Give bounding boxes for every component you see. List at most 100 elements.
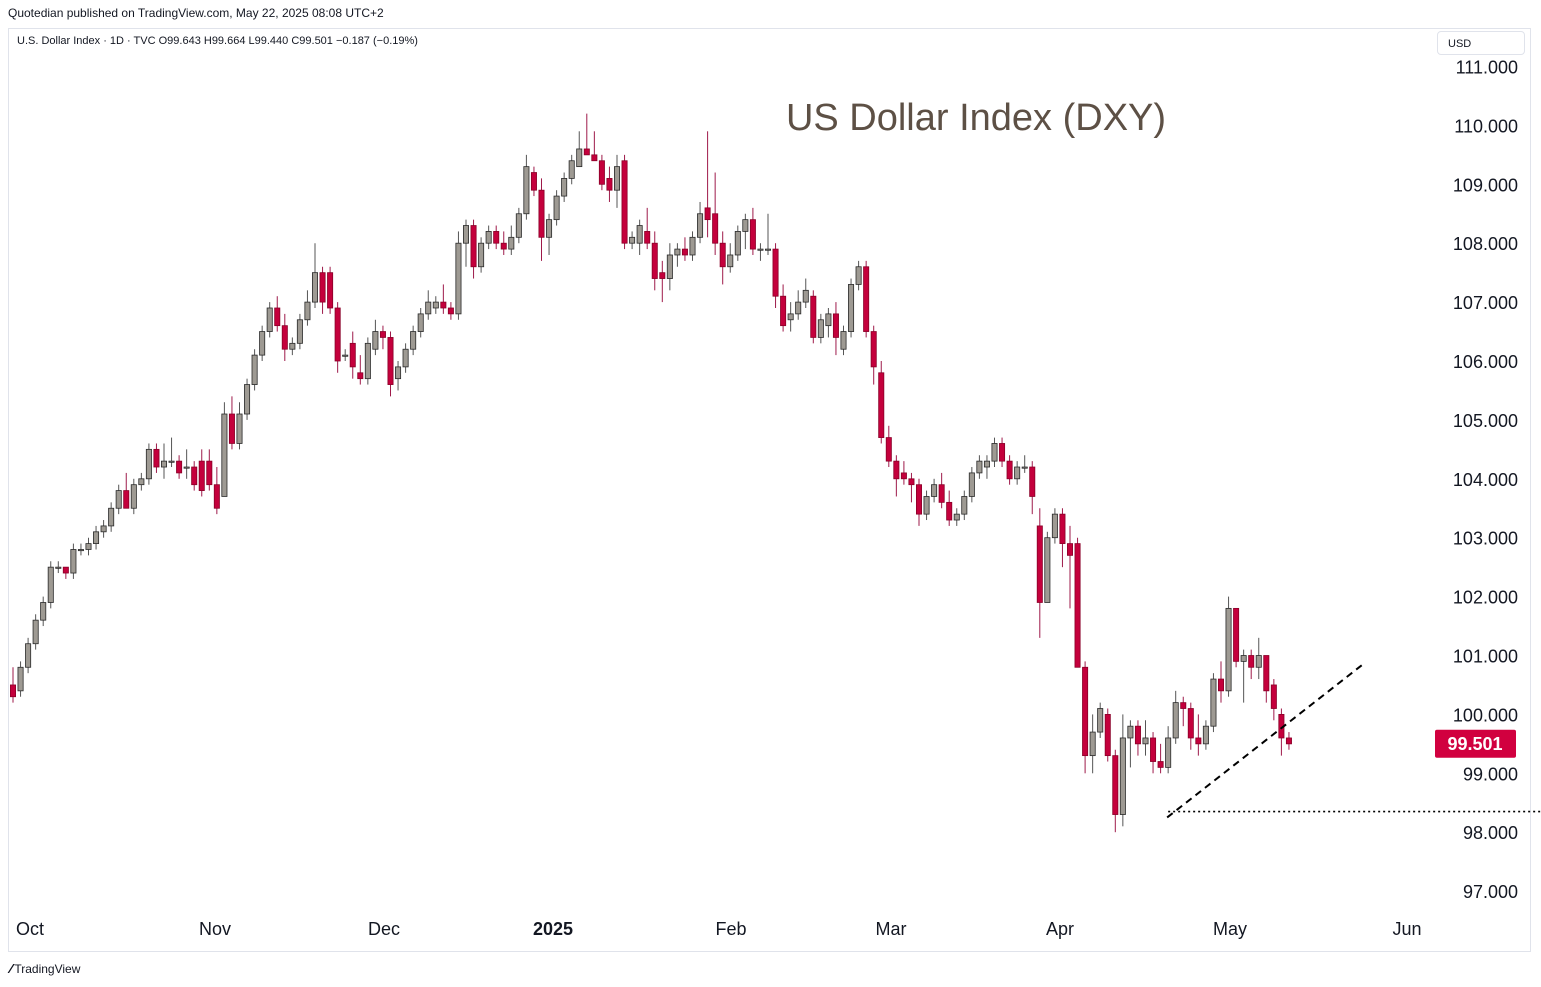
candle[interactable]: [447, 302, 454, 320]
candle[interactable]: [1074, 537, 1081, 668]
candle[interactable]: [1134, 720, 1141, 756]
candle[interactable]: [1165, 726, 1172, 774]
candle[interactable]: [221, 402, 228, 497]
candle[interactable]: [1225, 596, 1232, 697]
candle[interactable]: [727, 243, 734, 273]
candle[interactable]: [1255, 637, 1262, 680]
currency-button[interactable]: USD: [1437, 31, 1525, 55]
candle[interactable]: [946, 490, 953, 526]
candle[interactable]: [583, 113, 590, 156]
candle[interactable]: [893, 455, 900, 497]
trendline-dashed[interactable]: [1166, 663, 1364, 819]
candle[interactable]: [274, 296, 281, 332]
candle[interactable]: [712, 172, 719, 255]
candle[interactable]: [379, 325, 386, 350]
candle[interactable]: [636, 219, 643, 255]
candle[interactable]: [1029, 461, 1036, 515]
candle[interactable]: [296, 313, 303, 350]
candle[interactable]: [840, 325, 847, 356]
candle[interactable]: [931, 478, 938, 503]
candle[interactable]: [568, 154, 575, 185]
candle[interactable]: [916, 478, 923, 526]
candle[interactable]: [1150, 732, 1157, 774]
candle[interactable]: [553, 190, 560, 226]
candle[interactable]: [108, 502, 115, 532]
candle[interactable]: [742, 213, 749, 250]
candle[interactable]: [1195, 714, 1202, 756]
candle[interactable]: [281, 313, 288, 361]
candle[interactable]: [614, 154, 621, 208]
candle[interactable]: [77, 543, 84, 556]
candle[interactable]: [327, 266, 334, 314]
candle[interactable]: [334, 302, 341, 373]
candle[interactable]: [644, 207, 651, 250]
candle[interactable]: [1278, 708, 1285, 756]
candle[interactable]: [176, 455, 183, 479]
candle[interactable]: [183, 449, 190, 479]
symbol-ohlc-legend[interactable]: U.S. Dollar Index · 1D · TVC O99.643 H99…: [17, 35, 418, 47]
candle[interactable]: [47, 561, 54, 609]
candle[interactable]: [311, 243, 318, 308]
candle[interactable]: [908, 472, 915, 503]
candle[interactable]: [810, 290, 817, 344]
candle[interactable]: [1006, 455, 1013, 485]
candle[interactable]: [561, 172, 568, 202]
candle[interactable]: [923, 490, 930, 521]
candle[interactable]: [93, 525, 100, 550]
candle[interactable]: [244, 378, 251, 420]
candle[interactable]: [123, 472, 130, 509]
candle[interactable]: [357, 355, 364, 385]
candle[interactable]: [130, 478, 137, 515]
candle[interactable]: [1172, 690, 1179, 744]
candle[interactable]: [1187, 702, 1194, 750]
candle[interactable]: [1157, 743, 1164, 774]
candle[interactable]: [115, 484, 122, 515]
candle[interactable]: [425, 290, 432, 320]
candle[interactable]: [191, 461, 198, 491]
candle[interactable]: [855, 260, 862, 291]
candle[interactable]: [432, 296, 439, 314]
candle[interactable]: [1021, 455, 1028, 473]
candle[interactable]: [666, 243, 673, 291]
candle[interactable]: [138, 472, 145, 491]
candle[interactable]: [1036, 508, 1043, 638]
candle[interactable]: [372, 319, 379, 356]
candle[interactable]: [455, 231, 462, 320]
candle[interactable]: [100, 520, 107, 538]
candle[interactable]: [523, 154, 530, 220]
candle[interactable]: [765, 213, 772, 255]
candle[interactable]: [32, 614, 39, 650]
candle[interactable]: [485, 225, 492, 250]
candle[interactable]: [749, 207, 756, 255]
candle[interactable]: [832, 302, 839, 356]
candle[interactable]: [493, 225, 500, 250]
candle[interactable]: [530, 166, 537, 197]
candle[interactable]: [591, 131, 598, 162]
candle[interactable]: [440, 284, 447, 314]
candle[interactable]: [342, 349, 349, 361]
candle[interactable]: [659, 260, 666, 303]
tradingview-logo[interactable]: ⁄⁄ TradingView: [10, 961, 80, 976]
candle[interactable]: [206, 449, 213, 491]
candle[interactable]: [795, 290, 802, 320]
candle[interactable]: [900, 461, 907, 485]
candle[interactable]: [228, 396, 235, 450]
candle[interactable]: [25, 637, 32, 674]
candle[interactable]: [500, 231, 507, 255]
candle[interactable]: [689, 231, 696, 261]
candle[interactable]: [1067, 525, 1074, 609]
candle[interactable]: [961, 490, 968, 521]
candle[interactable]: [991, 437, 998, 468]
candle[interactable]: [236, 402, 243, 450]
candle[interactable]: [1202, 720, 1209, 750]
candle[interactable]: [213, 467, 220, 515]
candle[interactable]: [1097, 702, 1104, 738]
candle[interactable]: [681, 237, 688, 261]
candle[interactable]: [976, 455, 983, 479]
candle[interactable]: [304, 290, 311, 326]
candle[interactable]: [1044, 531, 1051, 603]
candle[interactable]: [1112, 749, 1119, 833]
candle[interactable]: [40, 596, 47, 627]
candle[interactable]: [1014, 461, 1021, 485]
candle[interactable]: [772, 243, 779, 308]
